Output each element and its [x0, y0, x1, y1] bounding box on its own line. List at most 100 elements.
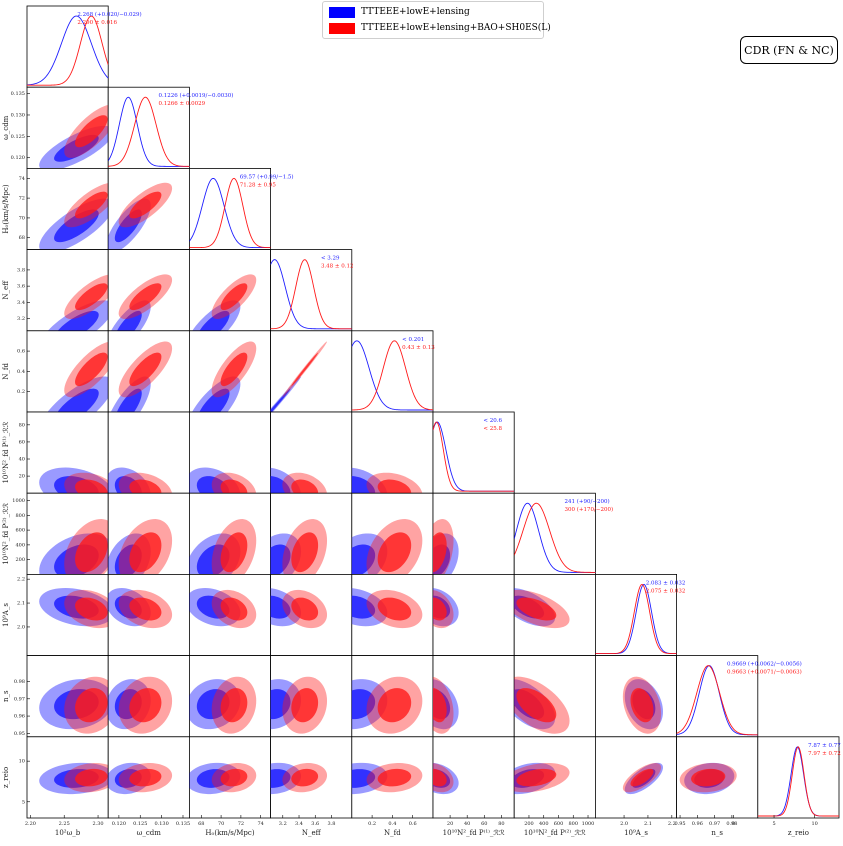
contour68-nfd-as-blue	[351, 595, 376, 619]
xlabel-neff: N_eff	[302, 829, 322, 837]
ytick-label-oc-2: 0.130	[11, 112, 25, 118]
ytick-label-h0-3: 74	[19, 176, 25, 182]
legend-entry-red: TTTEEE+lowE+lensing+BAO+SH0ES(L)	[329, 21, 551, 35]
marginal-oc-red	[108, 96, 190, 167]
contour68-neff-zreio-blue	[270, 769, 291, 788]
xtick-label-neff-0: 3.2	[279, 821, 287, 827]
panel-h0-h0	[188, 167, 271, 250]
ylabel-as: 10⁹A_s	[2, 603, 10, 627]
annotation-ns-blue: 0.9669 (+0.0062/−0.0056)	[727, 661, 802, 668]
ylabel-ns: n_s	[2, 690, 10, 702]
contour68-nfd-zreio-red	[377, 768, 412, 787]
xtick-label-p2-1: 400	[539, 821, 549, 827]
ytick-label-p2-2: 600	[15, 528, 25, 534]
xtick-label-as-2: 2.2	[668, 821, 676, 827]
xtick-label-zreio-1: 5	[772, 821, 775, 827]
ytick-label-as-2: 2.2	[17, 577, 25, 583]
contour68-h0-p2-red	[220, 532, 248, 573]
xlabel-nfd: N_fd	[384, 829, 401, 837]
panel-neff-p1	[270, 411, 353, 494]
marginal-ns-red	[676, 665, 758, 736]
annotation-ob-red: 2.290 ± 0.016	[77, 20, 117, 26]
ytick-label-as-1: 2.1	[17, 601, 25, 607]
ytick-label-h0-0: 68	[19, 235, 25, 241]
contour68-p2-zreio-red	[516, 768, 557, 787]
xlabel-oc: ω_cdm	[137, 829, 162, 837]
annotation-as-red: 2.075 ± 0.032	[646, 588, 686, 594]
contour68-oc-nfd-red	[129, 352, 162, 387]
marginal-nfd-blue	[351, 340, 433, 411]
contour68-h0-ns-red	[220, 688, 248, 723]
xtick-label-oc-1: 0.125	[133, 821, 147, 827]
marginal-p1-red	[433, 421, 515, 492]
xtick-label-ns-1: 0.96	[692, 821, 703, 827]
xtick-label-p1-3: 80	[498, 821, 504, 827]
ytick-label-ns-1: 0.96	[14, 714, 25, 720]
xlabel-zreio: z_reio	[788, 829, 809, 837]
annotation-p1-red: < 25.8	[483, 426, 502, 432]
xtick-label-p2-4: 1000	[582, 821, 595, 827]
contour68-neff-ns-blue	[270, 689, 291, 720]
contour68-neff-nfd-blue	[270, 388, 291, 412]
legend: TTTEEE+lowE+lensing TTTEEE+lowE+lensing+…	[322, 1, 551, 39]
xlabel-ns: n_s	[711, 829, 723, 837]
annotation-nfd-blue: < 0.201	[402, 337, 424, 343]
xtick-label-p1-1: 40	[464, 821, 470, 827]
xtick-label-as-0: 2.0	[620, 821, 628, 827]
xtick-label-p1-2: 60	[481, 821, 487, 827]
ytick-label-neff-1: 3.4	[17, 300, 25, 306]
annotation-ns-red: 0.9663 (+0.0071/−0.0063)	[727, 669, 802, 676]
contour68-nfd-zreio-blue	[351, 769, 376, 788]
xtick-label-ns-3: 0.98	[726, 821, 737, 827]
panel-oc-oc	[107, 86, 190, 169]
ylabel-oc: ω_cdm	[2, 115, 10, 140]
contour68-h0-zreio-red	[220, 768, 248, 787]
panel-h0-neff	[188, 249, 271, 332]
contour68-oc-zreio-red	[129, 768, 162, 787]
xtick-label-zreio-0: 0	[732, 821, 735, 827]
contour68-p1-ns-red	[433, 688, 447, 723]
ytick-label-p1-2: 60	[19, 439, 25, 445]
contour68-neff-as-red	[291, 597, 319, 621]
xlabel-as: 10⁹A_s	[624, 829, 648, 837]
xlabel-p2: 10¹⁰N²_fd P⁽²⁾_ℛℛ	[524, 828, 586, 837]
ytick-label-zreio-0: 5	[22, 799, 25, 805]
contour68-oc-nfd-blue	[116, 388, 142, 412]
contour68-ob-h0-blue	[54, 209, 99, 243]
xtick-label-ob-0: 2.20	[25, 821, 36, 827]
xtick-label-ob-1: 2.25	[59, 821, 70, 827]
contour68-ob-oc-red	[75, 115, 108, 148]
contour68-neff-as-blue	[270, 595, 291, 619]
annotation-neff-blue: < 3.29	[321, 256, 340, 262]
annotation-neff-red: 3.48 ± 0.12	[321, 264, 354, 270]
ylabel-p1: 10¹⁰N²_fd P⁽¹⁾_ℛℛ	[1, 421, 10, 483]
xtick-label-nfd-2: 0.6	[409, 821, 417, 827]
xtick-label-ns-0: 0.95	[674, 821, 685, 827]
contour68-oc-h0-red	[129, 191, 162, 219]
contour68-h0-as-red	[220, 597, 248, 621]
xtick-label-h0-3: 74	[258, 821, 264, 827]
legend-label-blue: TTTEEE+lowE+lensing	[361, 7, 470, 17]
contour68-oc-neff-blue	[117, 310, 142, 331]
ytick-label-h0-1: 70	[19, 215, 25, 221]
xlabel-ob: 10²ω_b	[55, 829, 81, 837]
xtick-label-as-1: 2.1	[644, 821, 652, 827]
contour68-h0-p1-red	[220, 479, 248, 494]
contour68-p1-as-red	[433, 597, 447, 621]
contour68-ob-p1-red	[75, 479, 108, 494]
marginal-h0-blue	[189, 177, 271, 249]
ytick-label-p1-3: 80	[19, 422, 25, 428]
contour68-oc-as-red	[129, 597, 162, 621]
annotation-as-blue: 2.083 ± 0.032	[646, 580, 686, 586]
ytick-label-nfd-0: 0.2	[17, 389, 25, 395]
contour68-neff-p1-blue	[270, 476, 291, 494]
annotation-zreio-red: 7.97 ± 0.72	[808, 751, 841, 757]
marginal-zreio-red	[757, 746, 839, 817]
contour68-nfd-p2-red	[377, 532, 412, 573]
contour68-p2-as-red	[516, 597, 557, 621]
ytick-label-neff-2: 3.6	[17, 284, 25, 290]
ytick-label-ns-0: 0.95	[14, 731, 25, 737]
marginal-oc-blue	[108, 96, 190, 167]
xtick-label-neff-1: 3.4	[295, 821, 303, 827]
